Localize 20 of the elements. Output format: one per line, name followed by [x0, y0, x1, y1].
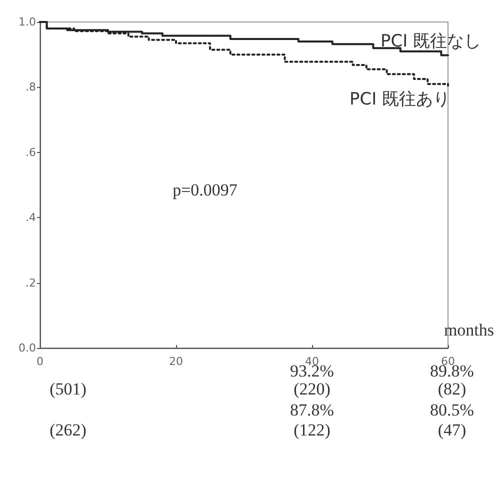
text: 80.5%	[430, 400, 474, 420]
text: (47)	[438, 420, 466, 440]
y-tick-label: .6	[26, 146, 36, 159]
text: 87.8%	[290, 400, 334, 420]
y-tick-label: 1.0	[18, 16, 36, 28]
text: (220)	[294, 380, 330, 398]
y-tick-label: .8	[26, 80, 36, 94]
series-label: PCI 既往あり	[349, 90, 450, 110]
y-tick-label: .4	[26, 211, 36, 224]
y-tick-label: 0.0	[18, 342, 36, 354]
text: (82)	[438, 380, 466, 398]
text: (122)	[294, 420, 330, 440]
x-tick-label: 0	[36, 355, 44, 368]
annotation: p=0.0097	[172, 180, 238, 200]
series-label: PCI 既往なし	[380, 31, 481, 52]
x-axis-title: months	[444, 320, 494, 340]
text: (501)	[50, 380, 86, 398]
y-tick-label: .2	[26, 276, 36, 290]
x-tick-label: 20	[169, 355, 183, 368]
text: (262)	[50, 420, 86, 440]
